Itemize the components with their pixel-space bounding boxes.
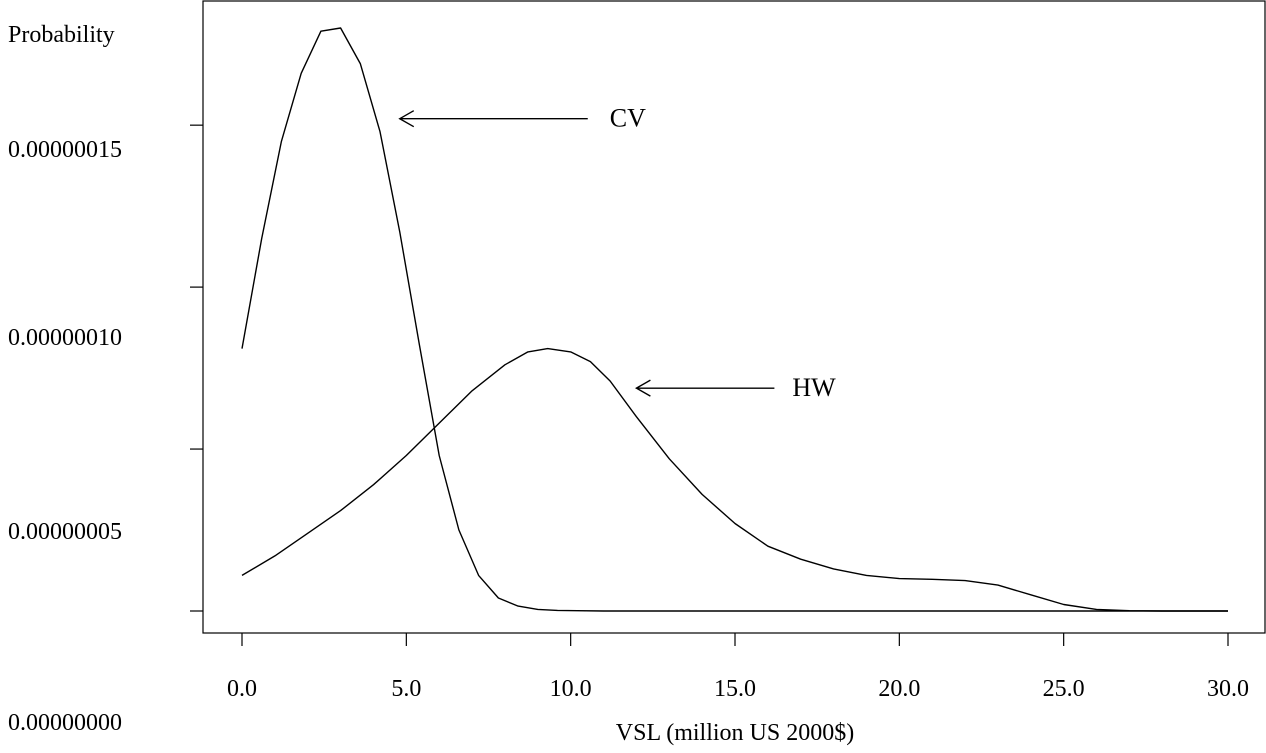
series-line-hw [241,347,1228,612]
y-tick-label: 0.00000015 [8,137,122,163]
y-tick-label: 0.00000000 [8,710,122,736]
x-tick-label: 15.0 [714,676,756,702]
y-tick-label: 0.00000005 [8,519,122,545]
y-axis-label: Probability [8,22,115,48]
y-minor-ticks [190,124,203,612]
x-tick-label: 0.0 [227,676,257,702]
annotation-label: CV [610,104,646,133]
annotation-layer: CV HW [398,104,836,402]
series-layer [241,27,1228,612]
y-tick-label: 0.00000010 [8,325,122,351]
x-tick-label: 25.0 [1043,676,1085,702]
annotation-arrow-head [634,379,651,397]
annotation-label: HW [792,373,836,402]
series-line-cv [241,27,1228,612]
annotation-arrow-head [398,110,415,128]
plot-frame [202,0,1266,634]
x-tick-label: 5.0 [391,676,421,702]
x-tick-label: 10.0 [550,676,592,702]
x-ticks: 0.0 5.0 10.0 15.0 20.0 25.0 30.0 [227,633,1249,702]
x-tick-label: 20.0 [878,676,920,702]
x-axis-label: VSL (million US 2000$) [616,720,854,746]
x-tick-label: 30.0 [1207,676,1249,702]
